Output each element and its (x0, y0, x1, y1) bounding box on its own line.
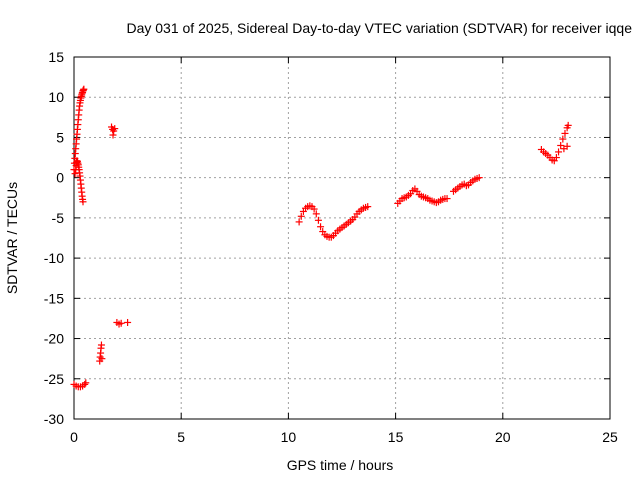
data-point (80, 85, 88, 93)
data-point (564, 121, 572, 129)
y-tick-label: -5 (52, 210, 65, 226)
data-point (81, 380, 89, 388)
y-tick-label: 15 (48, 49, 64, 65)
data-point (561, 129, 569, 137)
data-point (475, 174, 483, 182)
data-point (557, 141, 565, 149)
y-tick-label: 10 (48, 89, 64, 105)
data-point (71, 170, 79, 178)
data-point (79, 198, 87, 206)
y-tick-label: -25 (44, 371, 64, 387)
y-tick-label: -15 (44, 290, 64, 306)
data-point (364, 203, 372, 211)
data-point (559, 135, 567, 143)
plot-frame (73, 56, 611, 420)
data-point (117, 319, 125, 327)
data-point (443, 195, 451, 203)
data-point (310, 205, 318, 213)
y-tick-label: 0 (56, 170, 64, 186)
data-point (555, 148, 563, 156)
tick-layer (73, 56, 611, 420)
grid-layer (74, 57, 610, 419)
x-axis-label: GPS time / hours (287, 457, 394, 473)
data-point (97, 341, 105, 349)
data-point (563, 142, 571, 150)
tick-label-layer: 0 5 10 15 20 25 -30 -25 -20 -15 -10 -5 0 5 10 15 (44, 49, 618, 445)
data-point (312, 210, 320, 218)
data-point (317, 223, 325, 231)
data-point (82, 379, 90, 387)
data-point (124, 318, 132, 326)
data-point (295, 218, 303, 226)
data-point (552, 154, 560, 162)
x-tick-label: 15 (388, 429, 404, 445)
y-tick-label: -10 (44, 250, 64, 266)
y-tick-label: -30 (44, 411, 64, 427)
x-tick-label: 5 (177, 429, 185, 445)
x-tick-label: 20 (495, 429, 511, 445)
data-marks (70, 85, 572, 391)
x-tick-label: 0 (70, 429, 78, 445)
data-point (297, 212, 305, 220)
data-point (98, 355, 106, 363)
y-tick-label: 5 (56, 129, 64, 145)
y-axis-label: SDTVAR / TECUs (4, 182, 20, 294)
x-tick-label: 25 (602, 429, 618, 445)
x-tick-label: 10 (281, 429, 297, 445)
data-point (109, 131, 117, 139)
y-tick-label: -20 (44, 331, 64, 347)
data-point (314, 216, 322, 224)
data-point (111, 125, 119, 133)
chart-title: Day 031 of 2025, Sidereal Day-to-day VTE… (126, 20, 632, 36)
